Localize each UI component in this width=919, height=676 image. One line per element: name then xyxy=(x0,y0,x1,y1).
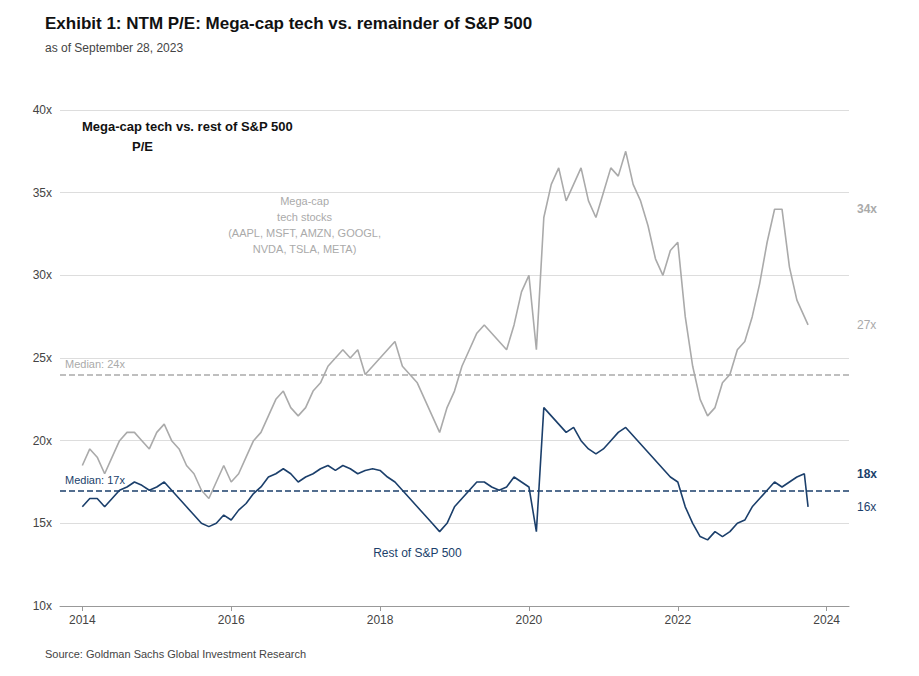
svg-text:2022: 2022 xyxy=(664,613,691,627)
svg-text:Mega-cap tech vs. rest of S&P: Mega-cap tech vs. rest of S&P 500 xyxy=(82,119,293,134)
svg-text:tech stocks: tech stocks xyxy=(277,211,333,223)
svg-text:(AAPL, MSFT, AMZN, GOOGL,: (AAPL, MSFT, AMZN, GOOGL, xyxy=(228,227,381,239)
svg-text:2020: 2020 xyxy=(516,613,543,627)
svg-text:10x: 10x xyxy=(33,599,52,613)
svg-text:Rest of S&P 500: Rest of S&P 500 xyxy=(373,546,462,560)
svg-text:Median: 17x: Median: 17x xyxy=(65,474,125,486)
svg-text:30x: 30x xyxy=(33,268,52,282)
svg-text:Source: Goldman Sachs Global I: Source: Goldman Sachs Global Investment … xyxy=(45,648,306,660)
svg-text:Median: 24x: Median: 24x xyxy=(65,358,125,370)
svg-text:27x: 27x xyxy=(857,318,876,332)
svg-text:Mega-cap: Mega-cap xyxy=(280,195,329,207)
svg-text:25x: 25x xyxy=(33,351,52,365)
svg-text:40x: 40x xyxy=(33,103,52,117)
svg-text:34x: 34x xyxy=(857,202,877,216)
svg-text:20x: 20x xyxy=(33,434,52,448)
svg-text:P/E: P/E xyxy=(132,139,153,154)
svg-text:as of September 28, 2023: as of September 28, 2023 xyxy=(45,41,183,55)
svg-text:18x: 18x xyxy=(857,467,877,481)
svg-text:Exhibit 1: NTM P/E: Mega-cap t: Exhibit 1: NTM P/E: Mega-cap tech vs. re… xyxy=(45,14,532,33)
svg-text:NVDA, TSLA, META): NVDA, TSLA, META) xyxy=(253,243,357,255)
svg-text:2016: 2016 xyxy=(218,613,245,627)
svg-text:2024: 2024 xyxy=(813,613,840,627)
svg-text:2014: 2014 xyxy=(69,613,96,627)
svg-text:35x: 35x xyxy=(33,186,52,200)
svg-text:16x: 16x xyxy=(857,500,876,514)
svg-text:2018: 2018 xyxy=(367,613,394,627)
svg-text:15x: 15x xyxy=(33,516,52,530)
